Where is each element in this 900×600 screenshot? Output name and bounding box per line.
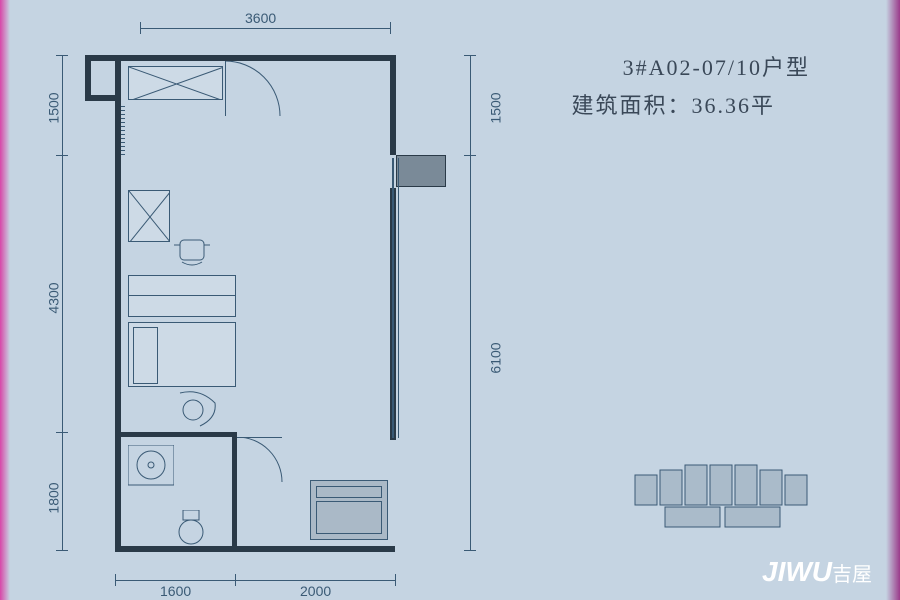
dim-line-bottom xyxy=(115,580,395,581)
dim-line-left xyxy=(62,55,63,550)
dim-left-mid: 4300 xyxy=(46,282,62,313)
dim-tick xyxy=(56,155,68,156)
window-left xyxy=(121,103,125,155)
area-label: 建筑面积：36.36平 xyxy=(571,88,775,120)
unit-type-label: 3#A02-07/10户型 xyxy=(623,50,810,82)
dim-tick xyxy=(56,550,68,551)
site-plan xyxy=(620,455,840,530)
door-entry xyxy=(225,61,285,121)
dim-tick xyxy=(390,22,391,34)
bed xyxy=(128,322,236,387)
dim-left-upper: 1500 xyxy=(46,92,62,123)
dim-left-lower: 1800 xyxy=(46,482,62,513)
wall-bottom xyxy=(115,546,395,552)
door-bath xyxy=(237,437,287,487)
dim-tick xyxy=(464,55,476,56)
edge-right xyxy=(886,0,900,600)
window-line-1 xyxy=(392,158,394,438)
dim-tick xyxy=(464,550,476,551)
dim-tick xyxy=(235,574,236,586)
dim-tick xyxy=(395,574,396,586)
dim-bottom-left: 1600 xyxy=(160,583,191,599)
dim-line-right xyxy=(470,55,471,550)
chair xyxy=(172,230,212,270)
desk xyxy=(128,275,236,317)
logo-text: JIWU xyxy=(762,556,832,587)
edge-left xyxy=(0,0,10,600)
logo-sub: 吉屋 xyxy=(832,564,872,586)
dim-tick xyxy=(56,55,68,56)
wardrobe xyxy=(128,190,170,242)
closet xyxy=(128,66,223,100)
wall-top-notch-bottom xyxy=(85,95,121,101)
dim-right-upper: 1500 xyxy=(488,92,504,123)
wall-top-notch-left xyxy=(85,55,91,95)
jiwu-logo: JIWU吉屋 xyxy=(762,556,872,588)
window-line-2 xyxy=(398,158,399,438)
dim-tick xyxy=(140,22,141,34)
dim-bottom-right: 2000 xyxy=(300,583,331,599)
wall-right-upper xyxy=(390,55,396,155)
wall-top-notch xyxy=(85,55,145,61)
dim-tick xyxy=(115,574,116,586)
ac-unit xyxy=(396,155,446,187)
dim-right-lower: 6100 xyxy=(488,342,504,373)
floor-plan-canvas: 3#A02-07/10户型 建筑面积：36.36平 3600 1500 4300… xyxy=(0,0,900,600)
sink xyxy=(128,445,174,491)
dim-top: 3600 xyxy=(245,10,276,26)
chair-2 xyxy=(175,388,225,433)
sofa xyxy=(310,480,388,540)
dim-line-top xyxy=(140,28,390,29)
dim-tick xyxy=(464,155,476,156)
toilet xyxy=(175,510,207,546)
dim-tick xyxy=(56,432,68,433)
